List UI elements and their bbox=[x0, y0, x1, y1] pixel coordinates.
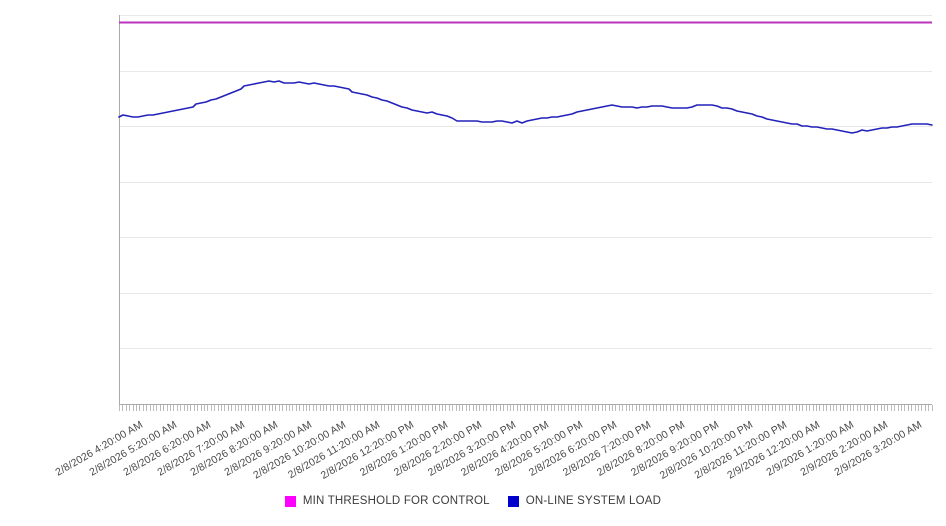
legend-swatch-icon bbox=[284, 495, 296, 507]
axis-lines bbox=[119, 15, 932, 405]
gridlines bbox=[119, 15, 932, 405]
chart-legend: MIN THRESHOLD FOR CONTROL ON-LINE SYSTEM … bbox=[0, 495, 946, 507]
legend-label: ON-LINE SYSTEM LOAD bbox=[525, 495, 662, 507]
series-line-on-line-system-load bbox=[118, 80, 933, 134]
legend-item[interactable]: ON-LINE SYSTEM LOAD bbox=[507, 495, 662, 507]
x-axis-ticks bbox=[119, 405, 933, 411]
legend-label: MIN THRESHOLD FOR CONTROL bbox=[302, 495, 490, 507]
data-series bbox=[118, 21, 933, 134]
legend-item[interactable]: MIN THRESHOLD FOR CONTROL bbox=[284, 495, 490, 507]
legend-swatch-icon bbox=[507, 495, 519, 507]
